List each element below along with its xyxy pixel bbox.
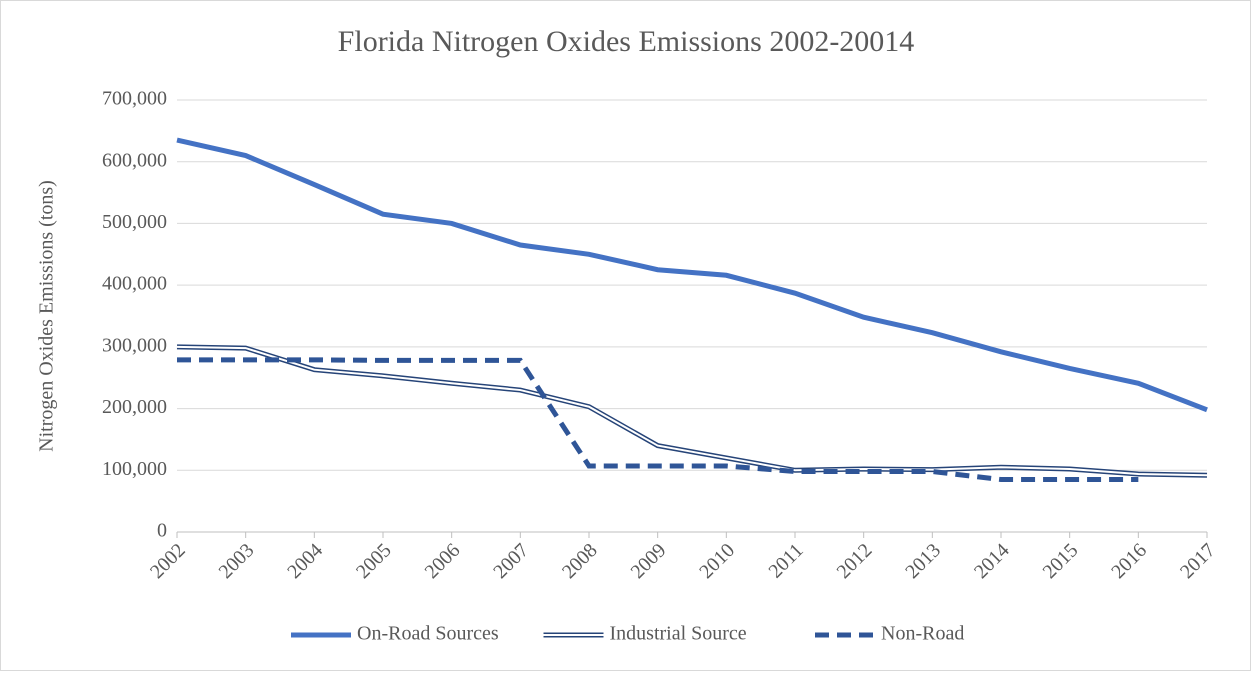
y-tick-label: 300,000 xyxy=(102,334,167,356)
y-tick-label: 200,000 xyxy=(102,396,167,418)
line-series xyxy=(176,137,1208,413)
chart-title: Florida Nitrogen Oxides Emissions 2002-2… xyxy=(338,25,915,58)
y-tick-label: 0 xyxy=(157,520,167,542)
y-tick-label: 400,000 xyxy=(102,273,167,295)
y-tick-label: 600,000 xyxy=(102,149,167,171)
line-series xyxy=(177,357,1139,483)
line-series-inner xyxy=(176,345,1208,477)
y-axis-label: Nitrogen Oxides Emissions (tons) xyxy=(36,180,58,452)
y-tick-label: 700,000 xyxy=(102,88,167,110)
y-tick-label: 100,000 xyxy=(102,458,167,480)
legend-label: On-Road Sources xyxy=(357,623,499,645)
legend-label: Non-Road xyxy=(881,623,964,645)
y-tick-label: 500,000 xyxy=(102,211,167,233)
legend-label: Industrial Source xyxy=(610,623,747,645)
